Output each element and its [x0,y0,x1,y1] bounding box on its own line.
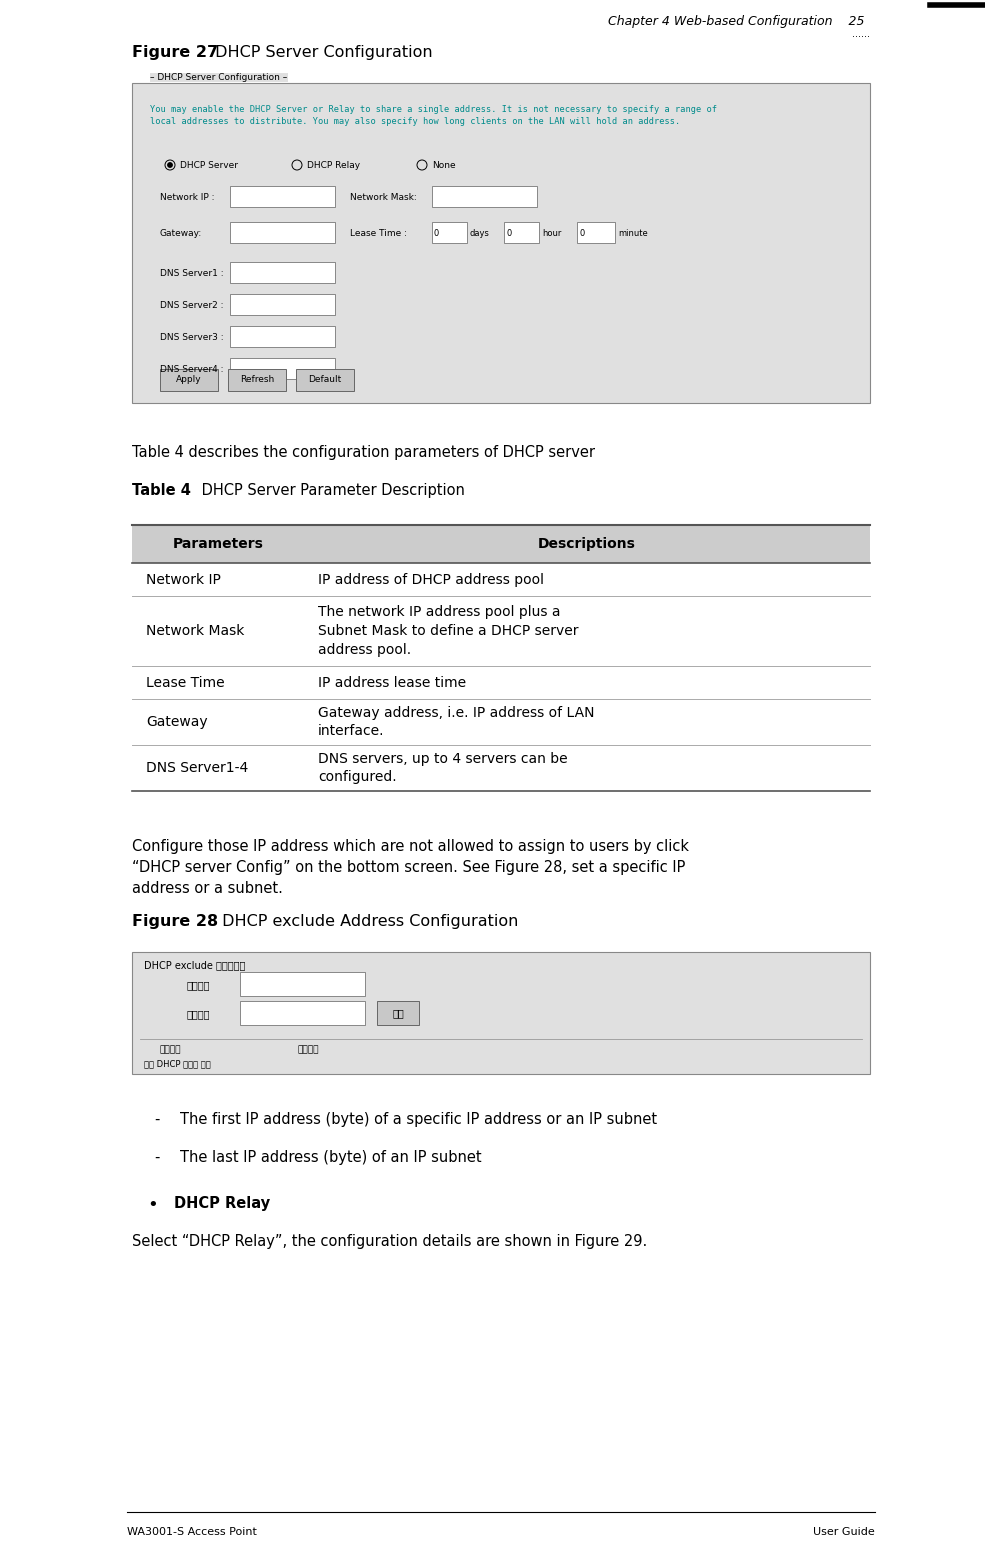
Text: Configure those IP address which are not allowed to assign to users by click
“DH: Configure those IP address which are not… [132,840,689,896]
Text: Gateway: Gateway [146,715,208,729]
Circle shape [167,163,172,168]
Text: ······: ······ [852,33,870,42]
Text: 后台 DHCP 服务器 配置: 后台 DHCP 服务器 配置 [144,1059,211,1068]
Text: Gateway:: Gateway: [160,229,202,238]
Text: Gateway address, i.e. IP address of LAN
interface.: Gateway address, i.e. IP address of LAN … [318,706,595,739]
Text: -: - [154,1151,160,1165]
Bar [228,369,286,390]
Bar [230,327,335,347]
Text: Descriptions: Descriptions [538,536,636,550]
Text: The network IP address pool plus a
Subnet Mask to define a DHCP server
address p: The network IP address pool plus a Subne… [318,605,578,656]
Text: DHCP exclude Address Configuration: DHCP exclude Address Configuration [217,914,518,928]
Text: Table 4 describes the configuration parameters of DHCP server: Table 4 describes the configuration para… [132,445,595,460]
Text: Network Mask: Network Mask [146,624,244,638]
Text: DNS Server2 :: DNS Server2 : [160,300,224,309]
Text: Apply: Apply [176,375,202,384]
Text: DHCP Server Parameter Description: DHCP Server Parameter Description [197,484,465,498]
Text: Lease Time: Lease Time [146,675,225,689]
Text: – DHCP Server Configuration –: – DHCP Server Configuration – [150,73,288,82]
Text: Parameters: Parameters [172,536,263,550]
Text: User Guide: User Guide [814,1527,875,1536]
Bar [132,526,870,563]
Text: Table 4: Table 4 [132,484,191,498]
Text: Network Mask:: Network Mask: [350,193,417,202]
Bar [230,222,335,243]
Text: 低起址：: 低起址： [160,1045,181,1054]
Text: hour: hour [542,229,561,238]
Text: Chapter 4 Web-based Configuration    25: Chapter 4 Web-based Configuration 25 [609,16,865,28]
Text: Figure 28: Figure 28 [132,914,218,928]
Text: 低起址：: 低起址： [187,980,211,991]
Bar [230,187,335,207]
Text: DHCP Relay: DHCP Relay [174,1196,270,1211]
Text: IP address lease time: IP address lease time [318,675,466,689]
Text: days: days [469,229,489,238]
Text: 0: 0 [579,229,584,238]
Text: •: • [147,1196,158,1214]
Text: DNS Server4 :: DNS Server4 : [160,364,224,373]
Text: Default: Default [308,375,342,384]
Text: Network IP :: Network IP : [160,193,215,202]
Text: The last IP address (byte) of an IP subnet: The last IP address (byte) of an IP subn… [180,1151,482,1165]
Text: 0: 0 [506,229,511,238]
Text: Select “DHCP Relay”, the configuration details are shown in Figure 29.: Select “DHCP Relay”, the configuration d… [132,1235,647,1249]
Text: DNS Server3 :: DNS Server3 : [160,333,224,342]
Text: DHCP Relay: DHCP Relay [307,160,361,169]
Text: None: None [432,160,456,169]
Text: 高起址：: 高起址： [297,1045,318,1054]
Text: You may enable the DHCP Server or Relay to share a single address. It is not nec: You may enable the DHCP Server or Relay … [150,106,717,126]
Text: DNS Server1-4: DNS Server1-4 [146,760,248,774]
Text: Figure 27: Figure 27 [132,45,218,61]
Bar [230,261,335,283]
Bar [240,972,365,997]
Text: Refresh: Refresh [240,375,274,384]
Bar [132,952,870,1075]
Bar [432,187,537,207]
Bar [504,222,539,243]
Bar [240,1001,365,1025]
Bar [230,358,335,379]
Text: 添加: 添加 [392,1008,404,1019]
Bar [577,222,615,243]
Text: DHCP exclude 地址配置：: DHCP exclude 地址配置： [144,959,245,970]
Text: -: - [154,1112,160,1127]
Text: Network IP: Network IP [146,572,221,586]
Text: DHCP Server: DHCP Server [180,160,238,169]
Text: DNS Server1 :: DNS Server1 : [160,269,224,277]
Bar [432,222,467,243]
Text: WA3001-S Access Point: WA3001-S Access Point [127,1527,257,1536]
Text: The first IP address (byte) of a specific IP address or an IP subnet: The first IP address (byte) of a specifi… [180,1112,657,1127]
Bar [377,1001,419,1025]
Text: IP address of DHCP address pool: IP address of DHCP address pool [318,572,544,586]
Bar [160,369,218,390]
Bar [296,369,354,390]
Bar [230,294,335,316]
Text: 高起址：: 高起址： [187,1009,211,1019]
Bar [132,82,870,403]
Text: DNS servers, up to 4 servers can be
configured.: DNS servers, up to 4 servers can be conf… [318,751,567,784]
Text: DHCP Server Configuration: DHCP Server Configuration [210,45,432,61]
Text: Lease Time :: Lease Time : [350,229,407,238]
Text: 0: 0 [434,229,439,238]
Text: minute: minute [618,229,648,238]
